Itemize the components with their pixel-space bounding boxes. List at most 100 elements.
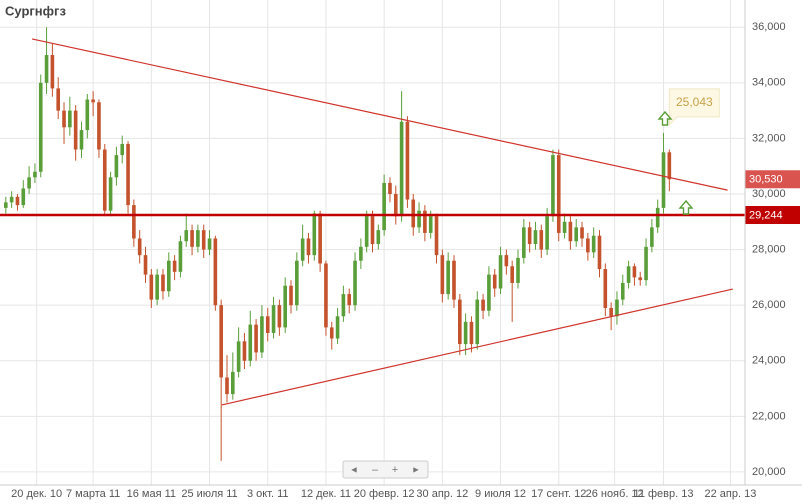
candle-body xyxy=(440,255,445,295)
x-tick-label: 26 нояб. 12 xyxy=(586,488,644,500)
candle-body xyxy=(312,213,317,256)
level-label: 29,244 xyxy=(749,209,783,221)
candle-body xyxy=(533,230,538,245)
candle-body xyxy=(393,194,398,217)
x-tick-label: 11 февр. 13 xyxy=(634,488,694,500)
candle-body xyxy=(172,260,177,272)
candle-body xyxy=(132,205,136,239)
level-box xyxy=(745,206,800,225)
y-tick-label: 34,000 xyxy=(752,77,786,89)
nav-button[interactable]: – xyxy=(372,464,379,476)
candle-body xyxy=(178,241,183,272)
y-tick-label: 30,000 xyxy=(752,188,786,200)
candle-body xyxy=(655,207,660,228)
candle-body xyxy=(399,121,404,217)
candle-body xyxy=(644,246,648,281)
y-tick-label: 24,000 xyxy=(752,355,786,367)
candle-body xyxy=(56,88,61,111)
candle-body xyxy=(574,227,579,242)
candle-body xyxy=(353,260,357,306)
candle-body xyxy=(562,221,567,233)
candle-body xyxy=(661,152,666,208)
candle-body xyxy=(603,269,608,308)
candle-body xyxy=(615,299,619,317)
candle-body xyxy=(277,305,282,328)
candle-body xyxy=(324,263,328,328)
x-tick-label: 12 дек. 11 xyxy=(301,488,351,500)
candle-body xyxy=(318,213,322,264)
candle-body xyxy=(295,260,299,306)
candle-body xyxy=(580,227,584,239)
candle-body xyxy=(225,377,229,395)
candle-body xyxy=(50,55,55,89)
candle-body xyxy=(539,230,544,250)
x-tick-label: 16 мая 11 xyxy=(127,488,176,500)
candle-body xyxy=(242,341,247,361)
candle-body xyxy=(4,202,8,208)
candle-body xyxy=(271,305,276,333)
y-tick-label: 36,000 xyxy=(752,21,786,33)
candle-body xyxy=(498,255,503,289)
candle-body xyxy=(120,143,125,156)
candle-body xyxy=(469,321,474,345)
candle-body xyxy=(638,277,643,281)
candle-body xyxy=(126,143,130,206)
chart-title: Сургнфгз xyxy=(5,3,66,18)
candle-body xyxy=(213,238,218,306)
candle-body xyxy=(597,235,602,270)
candle-body xyxy=(522,227,526,258)
candles xyxy=(4,27,672,461)
candle-body xyxy=(370,216,375,245)
navigator-frame xyxy=(342,460,429,479)
candle-body xyxy=(481,299,485,311)
candle-body xyxy=(341,294,346,317)
x-tick-label: 22 апр. 13 xyxy=(705,488,757,500)
candle-body xyxy=(458,299,462,345)
candle-body xyxy=(463,321,468,345)
candle-body xyxy=(620,282,625,300)
candle-body xyxy=(423,210,427,233)
candle-body xyxy=(260,316,264,353)
candle-body xyxy=(586,238,590,253)
candle-body xyxy=(201,230,206,250)
candle-body xyxy=(626,266,631,283)
candle-body xyxy=(359,246,363,261)
x-tick-label: 25 июля 11 xyxy=(181,488,237,500)
candle-body xyxy=(149,274,154,300)
candle-body xyxy=(9,196,14,203)
y-tick-label: 32,000 xyxy=(752,132,786,144)
navigator: ◄ – + ► xyxy=(342,460,429,479)
candle-body xyxy=(73,110,78,150)
nav-button[interactable]: ► xyxy=(412,464,421,474)
candle-body xyxy=(364,216,369,247)
candle-body xyxy=(376,230,381,245)
candle-body xyxy=(335,316,340,339)
candle-body xyxy=(434,216,439,256)
candle-body xyxy=(446,260,450,295)
y-tick-label: 20,000 xyxy=(752,466,786,478)
candle-body xyxy=(265,316,270,333)
x-tick-label: 20 февр. 12 xyxy=(354,488,415,500)
candle-body xyxy=(306,238,311,256)
trend-line xyxy=(31,38,728,191)
trend-line xyxy=(221,288,733,406)
candle-body xyxy=(667,152,672,180)
nav-button[interactable]: + xyxy=(392,464,398,476)
candle-body xyxy=(405,121,410,200)
x-tick-label: 17 сент. 12 xyxy=(531,488,586,500)
candle-body xyxy=(44,55,49,83)
candle-body xyxy=(33,171,37,178)
candle-body xyxy=(102,149,107,211)
arrow-icon xyxy=(678,199,694,215)
candle-body xyxy=(108,177,113,211)
candle-body xyxy=(114,155,119,178)
nav-button[interactable]: ◄ xyxy=(350,464,359,474)
candle-body xyxy=(254,324,258,353)
candle-body xyxy=(632,266,637,278)
arrow-icon xyxy=(657,110,673,126)
candle-body xyxy=(510,266,514,283)
candle-body xyxy=(556,155,561,233)
candle-body xyxy=(236,341,241,372)
